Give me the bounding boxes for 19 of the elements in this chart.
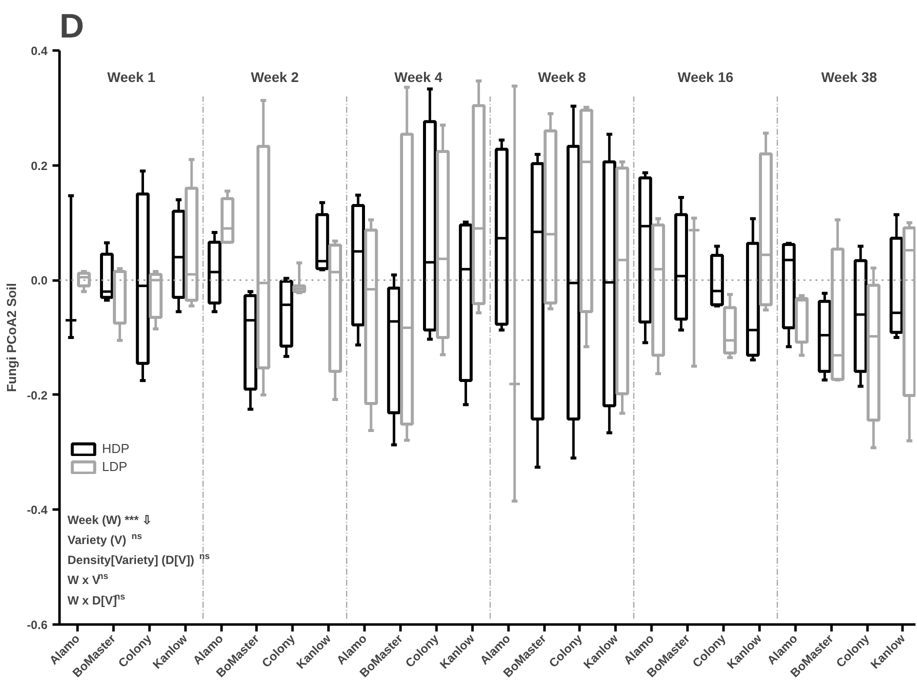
legend-label: HDP [102, 441, 130, 456]
annotation: Week 38 [821, 68, 878, 85]
y-tick-label: -0.4 [26, 503, 48, 518]
y-tick-label: 0.4 [30, 44, 48, 58]
annotation: Variety (V)ns [68, 531, 142, 548]
y-tick-label: 0.0 [30, 274, 48, 288]
y-tick-label: 0.2 [30, 158, 48, 173]
chart-title: D [60, 8, 84, 46]
annotation: Week 16 [678, 68, 734, 85]
y-tick-label: -0.6 [26, 618, 48, 632]
legend-label: LDP [102, 459, 128, 474]
annotation: Week 2 [250, 68, 300, 85]
annotation: Week (W) *** ⇩ [68, 512, 152, 527]
y-axis-title: Fungi PCoA2 Soil [4, 282, 19, 392]
annotation: Density[Variety] (D[V])ns [68, 551, 210, 568]
annotation: Week 8 [538, 68, 586, 85]
annotation: Week 4 [394, 68, 443, 85]
annotation: Week 1 [107, 68, 156, 85]
y-tick-label: -0.2 [26, 388, 48, 402]
